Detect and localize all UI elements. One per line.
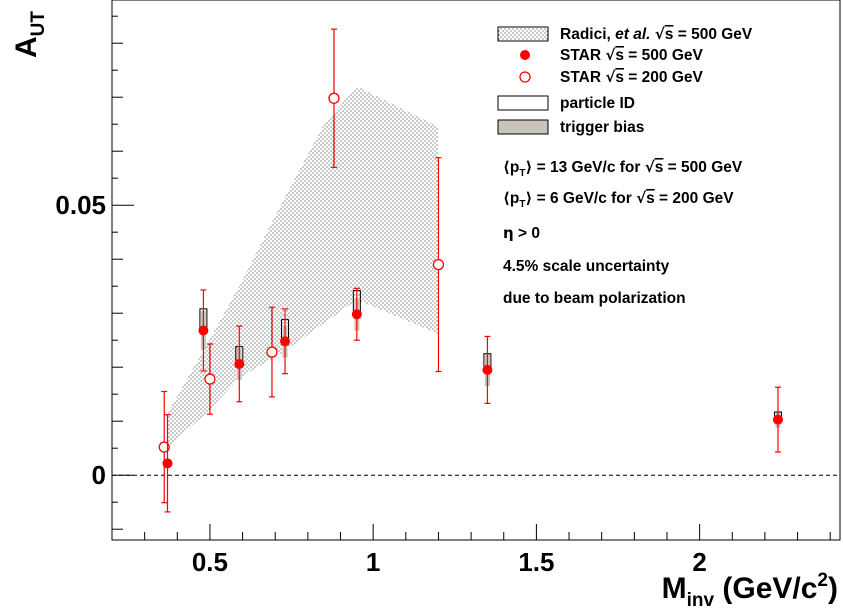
x-tick-label: 2 [692, 547, 706, 577]
legend-text: STAR [560, 47, 605, 64]
y-title-main: A [10, 36, 43, 58]
x-axis-title: Minv (GeV/c2) [662, 570, 838, 611]
sqrt-arg: s [615, 47, 624, 64]
theory-band [167, 86, 439, 448]
annotation-text: due to beam polarization [503, 290, 686, 307]
x-tick-label: 1 [366, 547, 380, 577]
legend-italic: et al. [615, 26, 650, 43]
sqrt-sign: √ [636, 189, 647, 207]
axes-layer: 0.5 1 1.5 2 0 0.05 [55, 15, 831, 577]
point-500gev [482, 364, 493, 375]
annotation-symbol: p [510, 159, 519, 176]
legend-swatch-band [497, 26, 549, 42]
annotation: ⟨pT⟩ = 13 GeV/c for √s = 500 GeV [503, 158, 743, 179]
point-200gev [328, 92, 340, 104]
point-500gev [162, 458, 173, 469]
annotation-text: > 0 [514, 225, 540, 242]
annotation: ⟨pT⟩ = 6 GeV/c for √s = 200 GeV [503, 189, 734, 210]
annotation: η > 0 [503, 224, 540, 242]
angle-open: ⟨ [503, 158, 510, 176]
legend-label: STAR √s = 200 GeV [560, 68, 704, 86]
annotation-text: = 6 GeV/c for [532, 190, 636, 207]
sqrt-sign: √ [605, 46, 616, 64]
sqrt-arg: s [655, 159, 664, 176]
angle-close: ⟩ [525, 189, 532, 207]
x-title-close: ) [828, 572, 838, 605]
annotation-subscript: T [519, 168, 525, 179]
theory-band-layer [167, 86, 439, 448]
annotation-tail: = 500 GeV [663, 159, 743, 176]
annotation-subscript: T [519, 199, 525, 210]
point-500gev [234, 358, 245, 369]
legend-label: particle ID [560, 95, 635, 112]
legend-label: Radici, et al. √s = 500 GeV [560, 25, 753, 43]
sqrt-arg: s [665, 26, 674, 43]
point-500gev [198, 325, 209, 336]
x-title-sub: inv [687, 590, 715, 611]
annotation-symbol: p [510, 190, 519, 207]
x-title-main: M [662, 572, 687, 605]
annotation: due to beam polarization [503, 290, 686, 307]
annotation-text: 4.5% scale uncertainty [503, 258, 670, 275]
legend-marker-200 [519, 71, 531, 83]
angle-close: ⟩ [525, 158, 532, 176]
point-200gev [204, 373, 216, 385]
sqrt-sign: √ [605, 68, 616, 86]
legend-tail: = 500 GeV [673, 26, 753, 43]
point-200gev [266, 346, 278, 358]
sqrt-sign: √ [655, 25, 666, 43]
legend-text: particle ID [560, 95, 635, 112]
annotation: 4.5% scale uncertainty [503, 258, 670, 275]
annotation-text: = 13 GeV/c for [532, 159, 644, 176]
y-axis-title: AUT [10, 11, 49, 58]
point-500gev [280, 336, 291, 347]
legend-label: trigger bias [560, 119, 644, 136]
legend-label: STAR √s = 500 GeV [560, 46, 704, 64]
legend-text: Radici, [560, 26, 615, 43]
x-tick-label: 0.5 [192, 547, 228, 577]
legend-text: STAR [560, 69, 605, 86]
angle-open: ⟨ [503, 189, 510, 207]
y-title-sub: UT [28, 11, 49, 37]
x-tick-label: 1.5 [518, 547, 554, 577]
x-title-unit: (GeV/c [714, 572, 817, 605]
annotations: ⟨pT⟩ = 13 GeV/c for √s = 500 GeV⟨pT⟩ = 6… [503, 158, 743, 307]
legend-text: trigger bias [560, 119, 644, 136]
sqrt-arg: s [615, 69, 624, 86]
legend-swatch-pid [497, 95, 549, 111]
legend-tail: = 200 GeV [624, 69, 704, 86]
data-layer [158, 28, 783, 513]
sqrt-arg: s [646, 190, 655, 207]
axis-titles: Minv (GeV/c2)AUT [10, 11, 838, 611]
point-500gev [351, 309, 362, 320]
y-tick-label: 0 [92, 460, 106, 490]
eta-symbol: η [503, 224, 514, 242]
plot-frame [111, 0, 841, 541]
legend-swatch-trigger [497, 119, 549, 135]
sqrt-sign: √ [645, 158, 656, 176]
annotation-tail: = 200 GeV [655, 190, 735, 207]
point-500gev [772, 414, 783, 425]
x-title-sup: 2 [817, 570, 828, 591]
legend-tail: = 500 GeV [624, 47, 704, 64]
point-200gev [432, 258, 445, 271]
legend-marker-500 [520, 50, 530, 60]
y-tick-label: 0.05 [55, 190, 106, 220]
point-200gev [158, 441, 170, 453]
